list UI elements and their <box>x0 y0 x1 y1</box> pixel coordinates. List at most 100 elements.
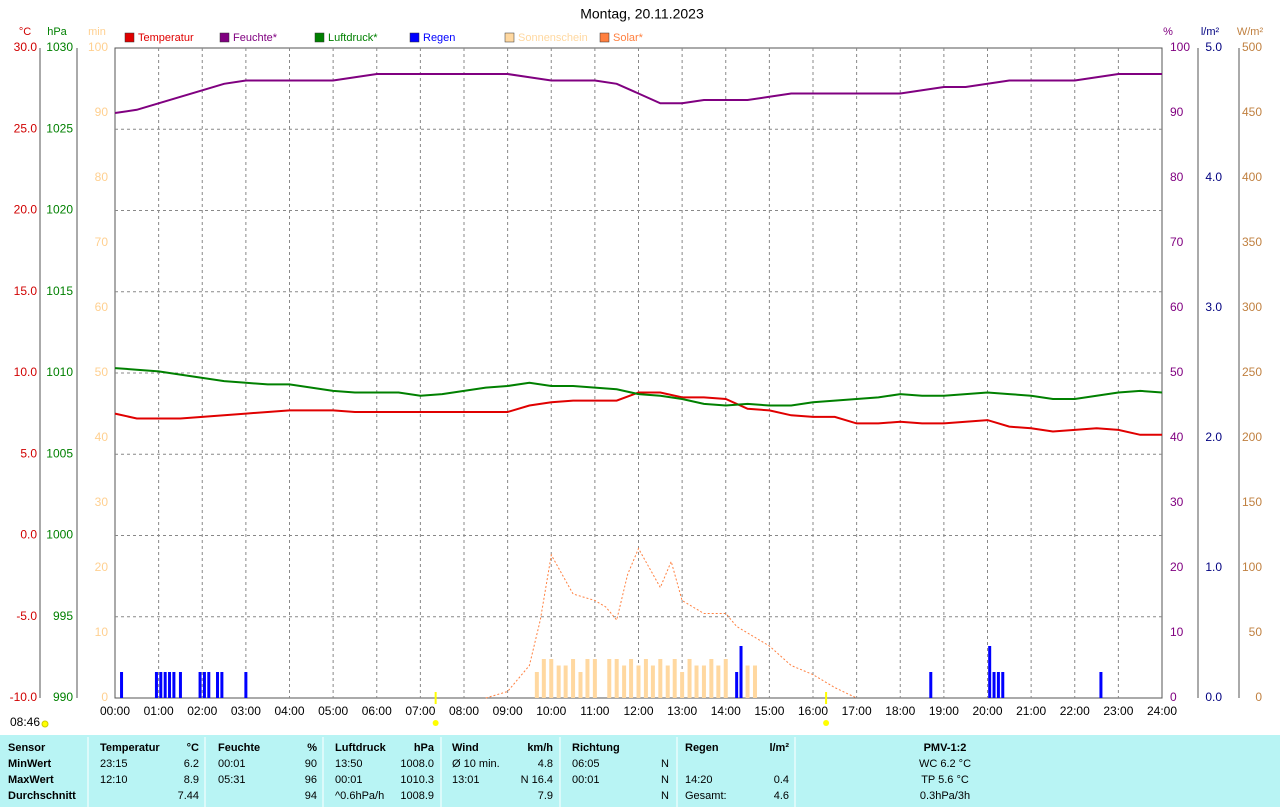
bar <box>988 646 992 698</box>
bar <box>996 672 1000 698</box>
table-cell: Feuchte <box>218 742 260 754</box>
y-tick-label: 30.0 <box>14 40 38 54</box>
bar <box>168 672 172 698</box>
bar <box>220 672 224 698</box>
bar <box>563 665 568 698</box>
bar <box>549 659 554 698</box>
y-tick-label: 1010 <box>46 365 73 379</box>
table-cell: 1010.3 <box>400 774 434 786</box>
table-cell: WC 6.2 °C <box>919 758 971 770</box>
x-tick-label: 15:00 <box>754 704 784 718</box>
y-tick-label: 350 <box>1242 235 1262 249</box>
table-cell: 96 <box>305 774 317 786</box>
y-tick-label: 0 <box>1170 690 1177 704</box>
bar <box>629 659 634 698</box>
bar <box>120 672 124 698</box>
axis-label: l/m² <box>1201 26 1220 38</box>
x-tick-label: 08:00 <box>449 704 479 718</box>
x-tick-label: 00:00 <box>100 704 130 718</box>
bar <box>650 665 655 698</box>
table-cell: Ø 10 min. <box>452 758 500 770</box>
note: 08:46 <box>10 715 40 729</box>
line <box>114 367 1163 407</box>
bar <box>578 672 583 698</box>
table-cell: 00:01 <box>218 758 246 770</box>
y-tick-label: 10.0 <box>14 365 38 379</box>
bar <box>665 665 670 698</box>
bar <box>159 672 163 698</box>
table-cell: km/h <box>527 742 553 754</box>
bar <box>709 659 714 698</box>
legend-label: Sonnenschein <box>518 32 588 44</box>
table-cell: 06:05 <box>572 758 600 770</box>
y-tick-label: 20 <box>95 560 109 574</box>
y-tick-label: 300 <box>1242 300 1262 314</box>
legend-swatch <box>314 32 325 43</box>
bar <box>636 665 641 698</box>
table-cell: MaxWert <box>8 774 54 786</box>
table-cell: 0.4 <box>774 774 789 786</box>
table-cell: l/m² <box>769 742 789 754</box>
bar <box>680 672 685 698</box>
y-tick-label: 1030 <box>46 40 73 54</box>
table-cell: 90 <box>305 758 317 770</box>
bar <box>614 659 619 698</box>
bar <box>1099 672 1103 698</box>
x-tick-label: 21:00 <box>1016 704 1046 718</box>
legend-label: Regen <box>423 32 455 44</box>
bar <box>163 672 167 698</box>
x-tick-label: 13:00 <box>667 704 697 718</box>
table-cell: N 16.4 <box>521 774 553 786</box>
table-cell: 12:10 <box>100 774 128 786</box>
table-cell: 00:01 <box>572 774 600 786</box>
table-cell: Temperatur <box>100 742 160 754</box>
table-cell: Regen <box>685 742 719 754</box>
bar <box>207 672 211 698</box>
table-bg <box>0 735 1280 807</box>
table-cell: 8.9 <box>184 774 199 786</box>
table-cell: Sensor <box>8 742 46 754</box>
table-cell: N <box>661 774 669 786</box>
y-tick-label: 80 <box>95 170 109 184</box>
bar <box>929 672 933 698</box>
bar <box>716 665 721 698</box>
y-tick-label: 0.0 <box>1205 690 1222 704</box>
sun-dot <box>41 720 49 728</box>
table-cell: Richtung <box>572 742 620 754</box>
x-tick-label: 03:00 <box>231 704 261 718</box>
bar <box>745 665 750 698</box>
bar <box>658 659 663 698</box>
y-tick-label: 10 <box>95 625 109 639</box>
y-tick-label: -10.0 <box>10 690 38 704</box>
y-tick-label: 15.0 <box>14 284 38 298</box>
x-tick-label: 12:00 <box>623 704 653 718</box>
y-tick-label: 30 <box>95 495 109 509</box>
y-tick-label: 50 <box>95 365 109 379</box>
y-tick-label: 1.0 <box>1205 560 1222 574</box>
y-tick-label: 50 <box>1170 365 1184 379</box>
table-cell: °C <box>187 742 199 754</box>
legend-swatch <box>219 32 230 43</box>
y-tick-label: 20.0 <box>14 203 38 217</box>
bar <box>701 665 706 698</box>
x-tick-label: 05:00 <box>318 704 348 718</box>
table-cell: 13:50 <box>335 758 363 770</box>
y-tick-label: 1000 <box>46 528 73 542</box>
x-tick-label: 20:00 <box>972 704 1002 718</box>
y-tick-label: 150 <box>1242 495 1262 509</box>
axis-label: W/m² <box>1237 26 1264 38</box>
x-tick-label: 19:00 <box>929 704 959 718</box>
x-tick-label: 23:00 <box>1103 704 1133 718</box>
table-cell: 05:31 <box>218 774 246 786</box>
table-cell: % <box>307 742 317 754</box>
y-tick-label: 1025 <box>46 121 73 135</box>
table-cell: N <box>661 758 669 770</box>
bar <box>622 665 627 698</box>
table-cell: Luftdruck <box>335 742 387 754</box>
y-tick-label: 90 <box>1170 105 1184 119</box>
x-tick-label: 24:00 <box>1147 704 1177 718</box>
bar <box>178 672 182 698</box>
x-tick-label: 17:00 <box>842 704 872 718</box>
x-tick-label: 07:00 <box>405 704 435 718</box>
x-tick-label: 14:00 <box>711 704 741 718</box>
